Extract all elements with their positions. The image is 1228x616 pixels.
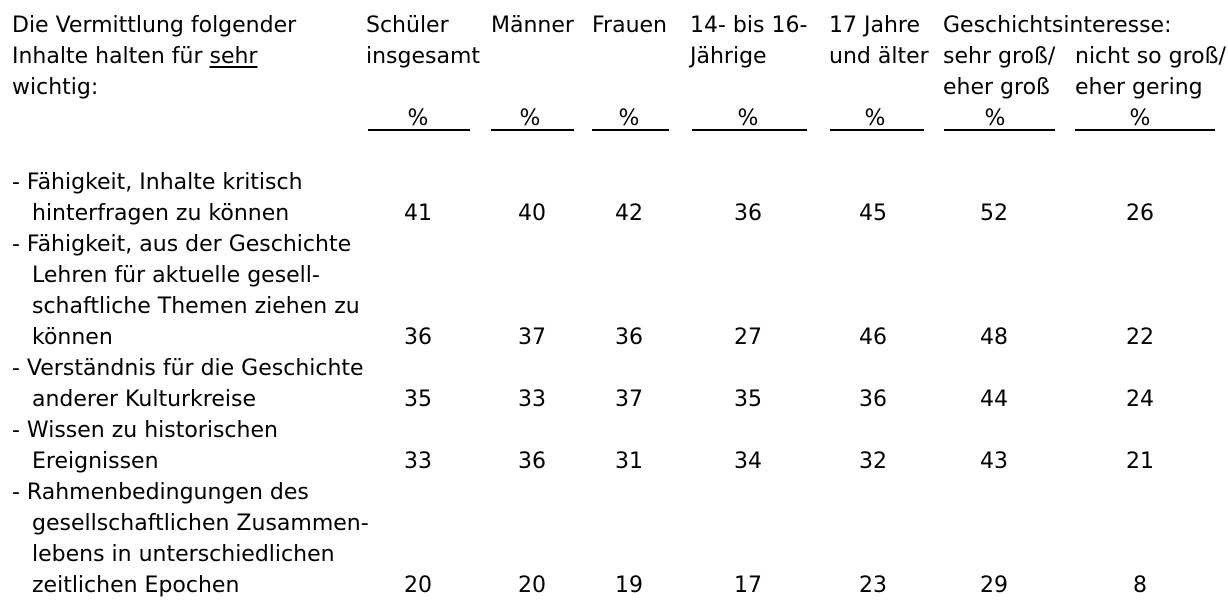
row-label-line: Lehren für aktuelle gesell- <box>32 263 320 288</box>
row-label-line: zeitlichen Epochen <box>32 573 240 598</box>
column-rule <box>692 129 807 131</box>
column-rule <box>592 129 669 131</box>
unit-label: % <box>407 106 429 131</box>
cell-value: 36 <box>734 201 762 226</box>
column-rule <box>491 129 574 131</box>
row-label-line: - Wissen zu historischen <box>12 418 278 443</box>
cell-value: 23 <box>859 573 887 598</box>
row-label-line: gesellschaftlichen Zusammen- <box>32 511 369 536</box>
unit-label: % <box>1129 106 1151 131</box>
column-rule <box>944 129 1055 131</box>
column-header-schueler: insgesamt <box>366 44 481 69</box>
cell-value: 43 <box>980 449 1008 474</box>
column-header-maenner: Männer <box>491 13 574 38</box>
row-label-line: anderer Kulturkreise <box>32 387 257 412</box>
cell-value: 42 <box>615 201 643 226</box>
cell-value: 19 <box>615 573 643 598</box>
column-group-header-interesse: Geschichtsinteresse: <box>943 13 1172 38</box>
header-lead-line: wichtig: <box>12 75 99 100</box>
cell-value: 35 <box>404 387 432 412</box>
row-label-line: können <box>32 325 113 350</box>
column-header-alt: 17 Jahre <box>829 13 920 38</box>
unit-label: % <box>618 106 640 131</box>
column-header-gross: eher groß <box>943 75 1050 100</box>
column-header-frauen: Frauen <box>592 13 668 38</box>
cell-value: 32 <box>859 449 887 474</box>
cell-value: 24 <box>1126 387 1154 412</box>
row-label-line: hinterfragen zu können <box>32 201 290 226</box>
cell-value: 37 <box>615 387 643 412</box>
cell-value: 8 <box>1133 573 1147 598</box>
row-label-line: Ereignissen <box>32 449 159 474</box>
unit-label: % <box>737 106 759 131</box>
row-label-line: - Fähigkeit, Inhalte kritisch <box>12 170 303 195</box>
column-rule <box>1075 129 1215 131</box>
cell-value: 34 <box>734 449 762 474</box>
row-label-line: - Rahmenbedingungen des <box>12 480 309 505</box>
cell-value: 33 <box>404 449 432 474</box>
column-header-alt: und älter <box>829 44 929 69</box>
cell-value: 17 <box>734 573 762 598</box>
unit-label: % <box>519 106 541 131</box>
column-rule <box>368 129 470 131</box>
cell-value: 44 <box>980 387 1008 412</box>
cell-value: 36 <box>404 325 432 350</box>
cell-value: 40 <box>518 201 546 226</box>
column-header-gross: sehr groß/ <box>943 44 1056 69</box>
header-lead-line: Inhalte halten für sehr <box>12 44 258 69</box>
cell-value: 52 <box>980 201 1008 226</box>
cell-value: 26 <box>1126 201 1154 226</box>
cell-value: 29 <box>980 573 1008 598</box>
cell-value: 41 <box>404 201 432 226</box>
column-header-schueler: Schüler <box>366 13 449 38</box>
row-label-line: schaftliche Themen ziehen zu <box>32 294 360 319</box>
header-lead-line: Die Vermittlung folgender <box>12 13 297 38</box>
column-header-gering: nicht so groß/ <box>1075 44 1226 69</box>
emphasis-sehr: sehr <box>209 44 258 69</box>
cell-value: 35 <box>734 387 762 412</box>
cell-value: 20 <box>404 573 432 598</box>
cell-value: 36 <box>518 449 546 474</box>
column-header-jung: Jährige <box>690 44 767 69</box>
cell-value: 37 <box>518 325 546 350</box>
cell-value: 46 <box>859 325 887 350</box>
column-header-gering: eher gering <box>1075 75 1203 100</box>
cell-value: 27 <box>734 325 762 350</box>
cell-value: 31 <box>615 449 643 474</box>
cell-value: 36 <box>859 387 887 412</box>
cell-value: 33 <box>518 387 546 412</box>
cell-value: 22 <box>1126 325 1154 350</box>
row-label-line: - Fähigkeit, aus der Geschichte <box>12 232 352 257</box>
cell-value: 48 <box>980 325 1008 350</box>
unit-label: % <box>984 106 1006 131</box>
row-label-line: - Verständnis für die Geschichte <box>12 356 364 381</box>
cell-value: 36 <box>615 325 643 350</box>
row-label-line: lebens in unterschiedlichen <box>32 542 335 567</box>
column-rule <box>830 129 924 131</box>
column-header-jung: 14- bis 16- <box>690 13 808 38</box>
unit-label: % <box>864 106 886 131</box>
cell-value: 21 <box>1126 449 1154 474</box>
cell-value: 45 <box>859 201 887 226</box>
cell-value: 20 <box>518 573 546 598</box>
